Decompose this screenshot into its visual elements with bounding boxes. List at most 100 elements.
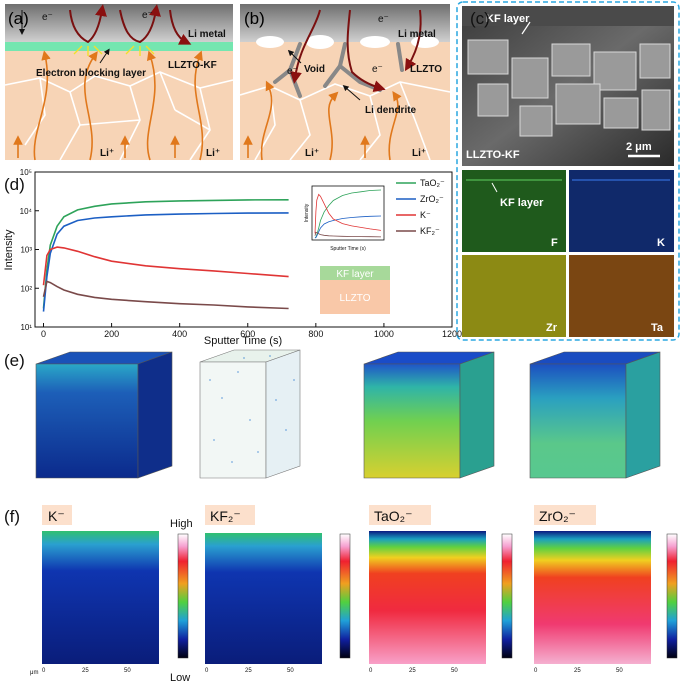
x-tick-label: 600 <box>240 329 255 339</box>
ion-label: ZrO₂⁻ <box>539 508 576 524</box>
eds-kf-layer-label: KF layer <box>500 197 544 209</box>
axis-tick: 0 <box>534 668 538 674</box>
axis-unit: μm <box>30 670 38 676</box>
x-axis-label: Sputter Time (s) <box>204 335 282 347</box>
kf-interlayer <box>5 42 233 51</box>
axis-tick: 50 <box>124 668 131 674</box>
ion-label-bg <box>534 505 596 525</box>
electron-label: e⁻ <box>42 12 53 23</box>
grain-boundaries <box>4 71 234 161</box>
sample-label: LLZTO-KF <box>466 149 520 161</box>
electron-paths <box>69 4 192 45</box>
axis-tick: 25 <box>574 668 581 674</box>
y-tick-label: 10⁴ <box>20 207 33 216</box>
legend-label: TaO₂⁻ <box>420 178 445 188</box>
blocking-sparks <box>73 45 155 56</box>
x-tick-label: 400 <box>172 329 187 339</box>
electron-paths <box>289 9 422 93</box>
schematic-kf-layer <box>320 266 390 280</box>
series-line <box>42 212 289 312</box>
dendrite-label: Li dendrite <box>365 105 417 116</box>
electron-label: e⁻ <box>142 10 153 21</box>
interlayer-label: LLZTO-KF <box>168 60 217 71</box>
panel-b: (b) e⁻ e⁻ e⁻ Li metal LLZTO Void Li dend… <box>239 4 451 161</box>
plot-series <box>42 199 289 312</box>
y-tick-label: 10³ <box>20 246 32 255</box>
panel-d: (d) 0 200 400 600 800 1000 1200 10¹ 10² 10³ 10⁴ 10⁵… <box>3 168 462 347</box>
electron-label: e⁻ <box>287 66 298 77</box>
llzto-label: LLZTO <box>410 64 442 75</box>
eds-map-k <box>569 170 674 252</box>
x-tick-label: 0 <box>41 329 46 339</box>
electron-label: e⁻ <box>378 14 389 25</box>
eds-map-f <box>462 170 566 252</box>
x-tick-label: 200 <box>104 329 119 339</box>
dendrite-pointer <box>342 85 361 101</box>
cube-kf2 <box>199 349 301 479</box>
legend-label: KF₂⁻ <box>420 226 440 236</box>
electron-label: e⁻ <box>372 64 383 75</box>
void-label: Void <box>304 64 325 75</box>
eds-map-zr <box>462 255 566 337</box>
li-metal-label: Li metal <box>188 29 226 40</box>
legend-label: ZrO₂⁻ <box>420 194 444 204</box>
inset-series-line <box>314 193 382 234</box>
x-tick-label: 800 <box>308 329 323 339</box>
inset-y-label: Intensity <box>304 203 310 222</box>
axis-tick: 0 <box>205 668 209 674</box>
colorbar <box>177 533 189 659</box>
eds-kf-pointer <box>491 182 498 193</box>
scale-bar-label: 2 μm <box>626 141 652 153</box>
panel-e-label: (e) <box>4 351 25 370</box>
axis-tick: 50 <box>451 668 458 674</box>
axis-tick: 0 <box>369 668 373 674</box>
series-line <box>42 280 289 310</box>
axis-tick: 25 <box>82 668 89 674</box>
cube-k <box>35 351 173 479</box>
panel-c-label: (c) <box>470 9 490 28</box>
li-ion-paths <box>13 50 204 161</box>
ion-label-bg <box>42 505 72 525</box>
eds-element-label: Ta <box>651 322 664 334</box>
ebl-label: Electron blocking layer <box>36 68 146 79</box>
li-ion-label: Li⁺ <box>206 148 220 159</box>
cube-tao2 <box>363 351 495 479</box>
inset-series-line <box>314 189 382 239</box>
li-ion-label: Li⁺ <box>305 148 319 159</box>
y-tick-label: 10² <box>20 284 32 293</box>
ion-label-bg <box>369 505 431 525</box>
inset-series-line <box>314 215 382 239</box>
depth-map-zro2 <box>534 531 651 664</box>
x-tick-label: 1000 <box>374 329 394 339</box>
colorbar <box>666 533 678 659</box>
series-line <box>42 246 289 286</box>
colorbar-high: High <box>170 518 193 530</box>
li-ion-label: Li⁺ <box>412 148 426 159</box>
depth-map-k <box>42 531 159 664</box>
panel-a: (a) e⁻ e⁻ Li metal LLZTO-KF Electron blo… <box>4 4 234 161</box>
ion-label: KF₂⁻ <box>210 508 241 524</box>
inset-x-label: Sputter Time (s) <box>330 246 366 252</box>
ebl-pointer <box>99 48 110 64</box>
panel-f: (f) K⁻ High Low KF₂⁻ TaO₂⁻ ZrO₂⁻ μm 0 25… <box>4 505 678 684</box>
axis-tick: 25 <box>245 668 252 674</box>
plot-legend: TaO₂⁻ ZrO₂⁻ K⁻ KF₂⁻ <box>396 178 445 236</box>
schematic-llzto <box>320 280 390 314</box>
li-metal-layer <box>5 4 233 42</box>
axis-tick: 25 <box>409 668 416 674</box>
kf-layer-label: KF layer <box>486 13 530 25</box>
y-axis-label: Intensity <box>3 229 15 270</box>
eds-element-label: Zr <box>546 322 558 334</box>
colorbar <box>501 533 513 659</box>
panel-f-label: (f) <box>4 507 20 526</box>
panel-b-label: (b) <box>244 9 265 28</box>
panel-c-border <box>456 1 680 341</box>
sem-top-surface <box>462 6 674 26</box>
li-ion-paths <box>243 80 402 161</box>
legend-label: K⁻ <box>420 210 431 220</box>
inset-plot <box>314 189 382 239</box>
colorbar-low: Low <box>170 672 190 684</box>
axis-tick: 50 <box>287 668 294 674</box>
sem-grains <box>467 39 671 137</box>
ion-label-bg <box>205 505 255 525</box>
